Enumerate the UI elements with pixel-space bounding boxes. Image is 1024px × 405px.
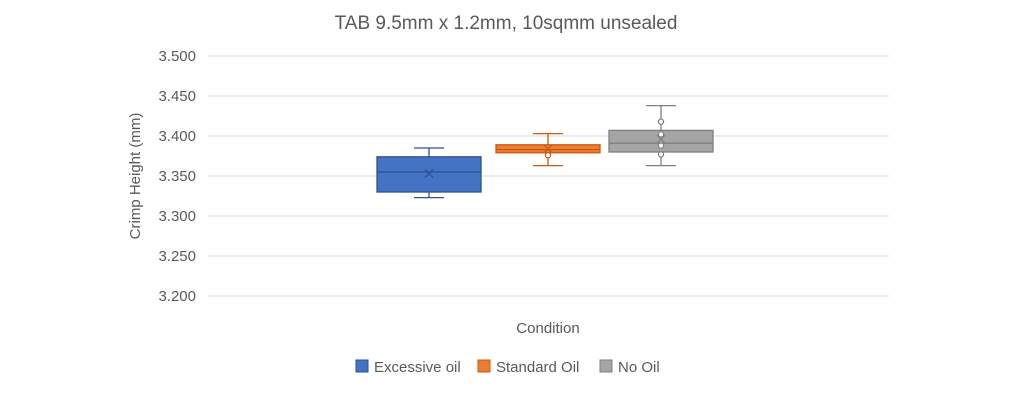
x-axis-label: Condition <box>516 320 579 337</box>
y-axis-ticks: 3.200 3.250 3.300 3.350 3.400 3.450 3.500 <box>158 48 196 305</box>
mean-marker <box>424 169 434 179</box>
data-point <box>657 118 665 125</box>
legend-label: Excessive oil <box>374 359 461 376</box>
gridlines <box>208 55 889 297</box>
legend-swatch <box>599 359 613 373</box>
legend-item: No Oil <box>599 359 660 376</box>
legend-swatch <box>355 359 369 373</box>
data-point <box>657 131 665 138</box>
legend-item: Excessive oil <box>355 359 461 376</box>
box-series <box>376 104 714 199</box>
mean-marker <box>656 134 666 144</box>
box-standard-oil <box>495 132 601 167</box>
box-no-oil <box>608 104 714 167</box>
y-axis-label: Crimp Height (mm) <box>127 113 144 240</box>
chart-title: TAB 9.5mm x 1.2mm, 10sqmm unsealed <box>335 13 678 34</box>
legend-label: Standard Oil <box>496 359 579 376</box>
y-tick-label: 3.200 <box>158 288 196 305</box>
y-tick-label: 3.500 <box>158 48 196 65</box>
mean-marker <box>543 144 553 154</box>
y-tick-label: 3.450 <box>158 88 196 105</box>
y-tick-label: 3.300 <box>158 208 196 225</box>
legend-item: Standard Oil <box>477 359 579 376</box>
data-point <box>544 151 552 159</box>
data-point <box>657 142 665 149</box>
y-tick-label: 3.400 <box>158 128 196 145</box>
data-point <box>657 151 665 158</box>
legend-swatch <box>477 359 491 373</box>
y-tick-label: 3.350 <box>158 168 196 185</box>
y-tick-label: 3.250 <box>158 248 196 265</box>
legend: Excessive oil Standard Oil No Oil <box>355 359 660 376</box>
box-excessive-oil <box>376 147 482 199</box>
legend-label: No Oil <box>618 359 660 376</box>
